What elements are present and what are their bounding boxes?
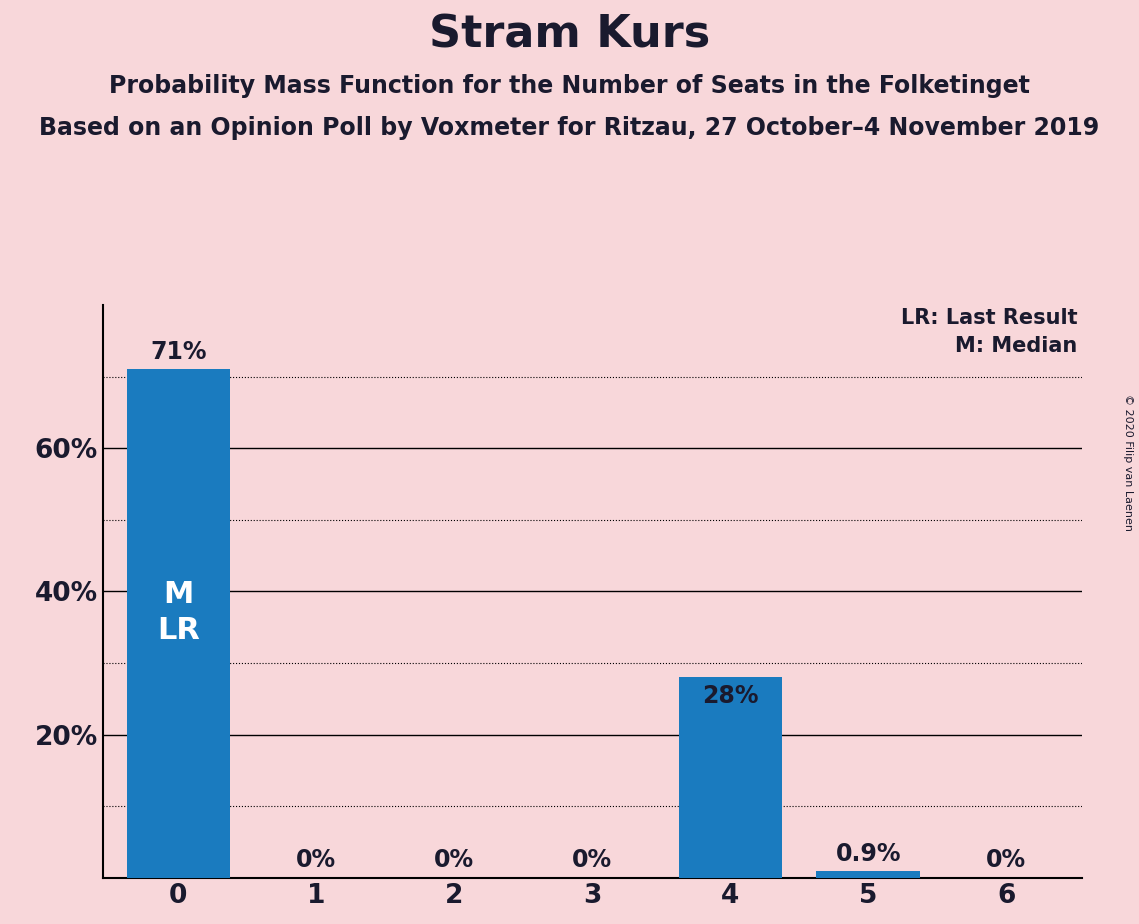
Bar: [679, 677, 782, 878]
Text: 0.9%: 0.9%: [836, 842, 901, 866]
Bar: [126, 370, 230, 878]
Text: 28%: 28%: [702, 685, 759, 709]
Text: 0%: 0%: [434, 848, 474, 872]
Text: 0%: 0%: [572, 848, 613, 872]
Bar: [817, 871, 920, 878]
Text: M
LR: M LR: [157, 580, 199, 645]
Text: LR: Last Result: LR: Last Result: [901, 308, 1077, 328]
Text: M: Median: M: Median: [954, 336, 1077, 357]
Text: 0%: 0%: [296, 848, 336, 872]
Text: © 2020 Filip van Laenen: © 2020 Filip van Laenen: [1123, 394, 1133, 530]
Text: Probability Mass Function for the Number of Seats in the Folketinget: Probability Mass Function for the Number…: [109, 74, 1030, 98]
Text: Stram Kurs: Stram Kurs: [429, 14, 710, 57]
Text: 71%: 71%: [150, 340, 206, 364]
Text: Based on an Opinion Poll by Voxmeter for Ritzau, 27 October–4 November 2019: Based on an Opinion Poll by Voxmeter for…: [40, 116, 1099, 140]
Text: 0%: 0%: [986, 848, 1026, 872]
